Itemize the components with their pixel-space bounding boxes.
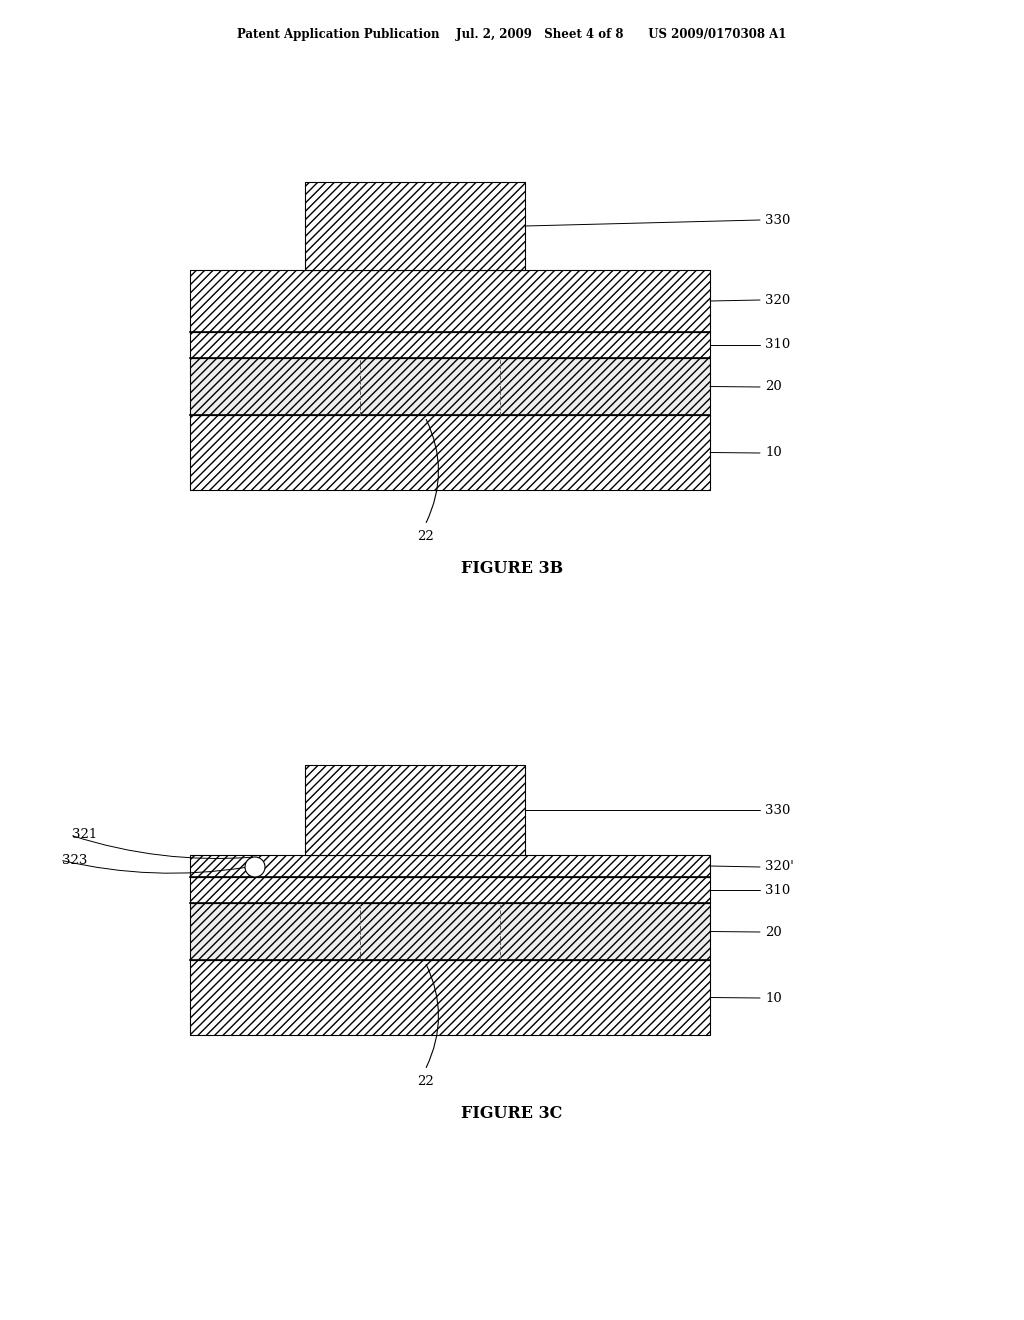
Text: 310: 310 <box>765 338 791 351</box>
Bar <box>190 876 710 903</box>
Text: 20: 20 <box>765 925 781 939</box>
Text: 310: 310 <box>765 883 791 896</box>
Bar <box>190 358 710 414</box>
Text: 330: 330 <box>765 214 791 227</box>
Text: 22: 22 <box>417 531 433 543</box>
Bar <box>190 271 710 333</box>
Bar <box>305 766 525 855</box>
Bar <box>190 960 710 1035</box>
Circle shape <box>245 857 265 876</box>
Bar <box>190 333 710 358</box>
Text: FIGURE 3B: FIGURE 3B <box>461 560 563 577</box>
Text: Patent Application Publication    Jul. 2, 2009   Sheet 4 of 8      US 2009/01703: Patent Application Publication Jul. 2, 2… <box>238 28 786 41</box>
Text: 10: 10 <box>765 446 781 459</box>
Text: 321: 321 <box>72 829 97 842</box>
Text: FIGURE 3C: FIGURE 3C <box>462 1105 562 1122</box>
Text: 330: 330 <box>765 804 791 817</box>
Bar <box>305 182 525 271</box>
Text: 320': 320' <box>765 861 794 874</box>
Text: 320: 320 <box>765 293 791 306</box>
Text: 20: 20 <box>765 380 781 393</box>
Bar <box>190 414 710 490</box>
Bar <box>190 855 710 876</box>
Text: 323: 323 <box>62 854 87 866</box>
Bar <box>190 903 710 960</box>
Text: 10: 10 <box>765 991 781 1005</box>
Text: 22: 22 <box>417 1074 433 1088</box>
